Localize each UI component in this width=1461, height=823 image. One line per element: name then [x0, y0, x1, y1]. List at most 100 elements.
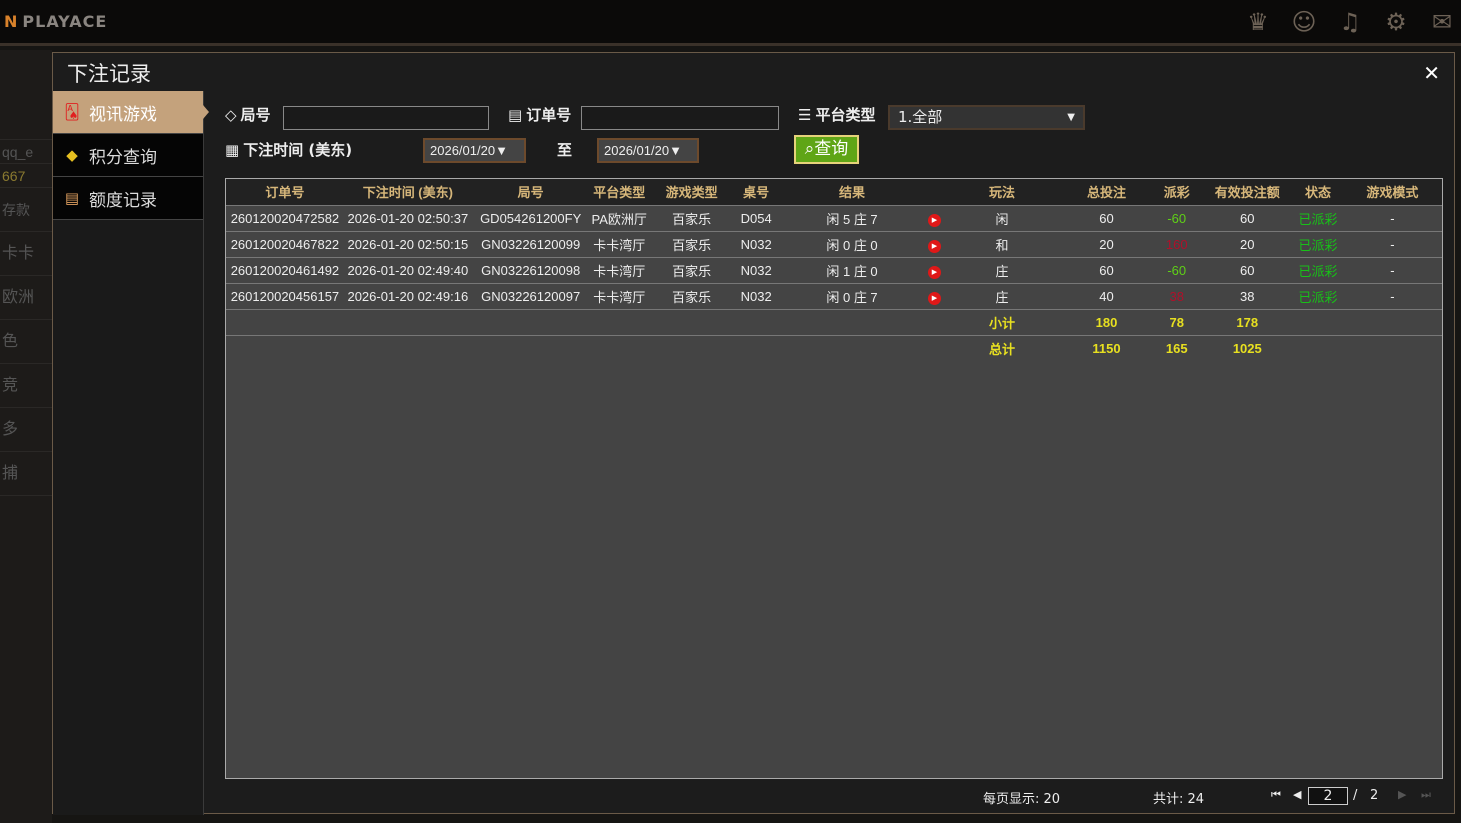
bet-record-modal: 下注记录 ✕ 🂡 视讯游戏 ◆ 积分查询 ▤ 额度记录 ◇ 局号 ▤ 订单号 ☰ 平台类型 … — [52, 52, 1455, 815]
query-button[interactable]: ⌕查询 — [794, 135, 859, 164]
bg-item: 色 — [0, 320, 52, 364]
cell: 闲 0 庄 0 — [778, 230, 926, 257]
cell: 总计 — [942, 334, 1062, 361]
cell: 已派彩 — [1293, 282, 1343, 309]
first-page-icon[interactable]: ⏮ — [1271, 788, 1281, 801]
chat-icon[interactable]: ✉ — [1431, 8, 1453, 36]
next-page-icon[interactable]: ▶ — [1398, 788, 1407, 801]
tag-icon: ◇ — [225, 105, 237, 124]
close-icon[interactable]: ✕ — [1423, 61, 1440, 85]
round-label: ◇ 局号 — [225, 105, 271, 125]
cell — [226, 308, 344, 335]
platform-select[interactable]: 1.全部 ▼ — [888, 105, 1085, 130]
cell: 2026-01-20 02:49:40 — [343, 256, 472, 283]
table-row[interactable]: 260120020456157 2026-01-20 02:49:16 GN0322… — [226, 282, 1442, 309]
column-header: 状态 — [1293, 179, 1343, 205]
cell: ▶ — [925, 230, 943, 257]
cell: 1025 — [1201, 334, 1294, 361]
cell: 60 — [1061, 204, 1152, 231]
cell: 60 — [1201, 204, 1294, 231]
vip-icon[interactable]: ♛ — [1247, 8, 1269, 36]
sidebar-item-credit-records[interactable]: ▤ 额度记录 — [53, 177, 203, 220]
table-row[interactable]: 260120020461492 2026-01-20 02:49:40 GN0322… — [226, 256, 1442, 283]
cell: 260120020461492 — [226, 256, 344, 283]
bg-item: 捕 — [0, 452, 52, 496]
modal-sidebar: 🂡 视讯游戏 ◆ 积分查询 ▤ 额度记录 — [53, 91, 209, 815]
cell: ▶ — [925, 282, 943, 309]
cell — [648, 334, 735, 361]
column-header: 总投注 — [1061, 179, 1152, 205]
order-input[interactable] — [581, 106, 779, 130]
calendar-icon: ▦ — [225, 140, 240, 159]
cell: ▶ — [925, 204, 943, 231]
sidebar-item-points[interactable]: ◆ 积分查询 — [53, 134, 203, 177]
cell — [734, 308, 779, 335]
bg-deposit: 存款 — [0, 188, 52, 232]
bg-username: qq_e — [0, 140, 52, 164]
cell: 2026-01-20 02:50:37 — [343, 204, 472, 231]
cell: 庄 — [942, 256, 1062, 283]
cell: 180 — [1061, 308, 1152, 335]
bg-item: 竞 — [0, 364, 52, 408]
table-row[interactable]: 260120020472582 2026-01-20 02:50:37 GD0542… — [226, 204, 1442, 231]
cell: N032 — [734, 230, 779, 257]
prev-page-icon[interactable]: ◀ — [1293, 788, 1302, 801]
cell: 1150 — [1061, 334, 1152, 361]
cell: 卡卡湾厅 — [589, 230, 649, 257]
cell: 38 — [1201, 282, 1294, 309]
column-header: 结果 — [778, 179, 926, 205]
cell — [778, 334, 926, 361]
column-header — [925, 179, 943, 205]
page-separator: / — [1353, 788, 1358, 803]
total-pages: 2 — [1370, 788, 1379, 803]
cell: 已派彩 — [1293, 256, 1343, 283]
cell: 百家乐 — [648, 256, 735, 283]
cell: 百家乐 — [648, 282, 735, 309]
cell — [589, 334, 649, 361]
date-from-picker[interactable]: 2026/01/20▼ — [423, 138, 526, 163]
subtotal-row: 小计 180 78 178 — [226, 308, 1442, 335]
cell: 闲 1 庄 0 — [778, 256, 926, 283]
cell — [589, 308, 649, 335]
cell — [343, 334, 472, 361]
customer-service-icon[interactable]: ☺ — [1291, 8, 1317, 36]
table-row[interactable]: 260120020467822 2026-01-20 02:50:15 GN0322… — [226, 230, 1442, 257]
avatar — [0, 50, 52, 140]
sidebar-item-live-games[interactable]: 🂡 视讯游戏 — [53, 91, 209, 134]
column-header: 游戏类型 — [648, 179, 735, 205]
chevron-down-icon: ▼ — [1067, 112, 1075, 123]
cell — [343, 308, 472, 335]
platform-label: ☰ 平台类型 — [798, 105, 876, 125]
cell: 百家乐 — [648, 230, 735, 257]
last-page-icon[interactable]: ⏭ — [1421, 788, 1431, 801]
bet-table: 订单号 下注时间 (美东) 局号 平台类型 游戏类型 桌号 结果 玩法 总投注 派彩 有效投注额 状态… — [225, 178, 1443, 779]
bg-balance: 667 — [0, 164, 52, 188]
per-page-text: 每页显示: 20 — [983, 792, 1061, 807]
cell — [925, 308, 943, 335]
diamond-icon: ◆ — [66, 146, 78, 164]
date-to-picker[interactable]: 2026/01/20▼ — [597, 138, 699, 163]
page-input[interactable]: 2 — [1308, 787, 1348, 805]
cell: 20 — [1201, 230, 1294, 257]
document-icon: ▤ — [64, 189, 80, 207]
total-row: 总计 1150 165 1025 — [226, 334, 1442, 361]
music-icon[interactable]: ♫ — [1339, 8, 1361, 36]
search-icon: ⌕ — [804, 139, 815, 159]
gear-icon[interactable]: ⚙ — [1385, 8, 1407, 36]
play-video-icon[interactable]: ▶ — [927, 291, 941, 305]
cell — [925, 334, 943, 361]
cell: 闲 5 庄 7 — [778, 204, 926, 231]
top-bar: N PLAYACE ♛ ☺ ♫ ⚙ ✉ — [0, 0, 1461, 46]
cell: -60 — [1151, 204, 1202, 231]
play-video-icon[interactable]: ▶ — [927, 239, 941, 253]
play-video-icon[interactable]: ▶ — [927, 265, 941, 279]
column-header: 派彩 — [1151, 179, 1202, 205]
play-video-icon[interactable]: ▶ — [927, 213, 941, 227]
cell: D054 — [734, 204, 779, 231]
cell: 60 — [1061, 256, 1152, 283]
cell — [226, 334, 344, 361]
round-input[interactable] — [283, 106, 489, 130]
order-label: ▤ 订单号 — [508, 105, 572, 125]
cell — [1342, 334, 1442, 361]
cell: 260120020472582 — [226, 204, 344, 231]
